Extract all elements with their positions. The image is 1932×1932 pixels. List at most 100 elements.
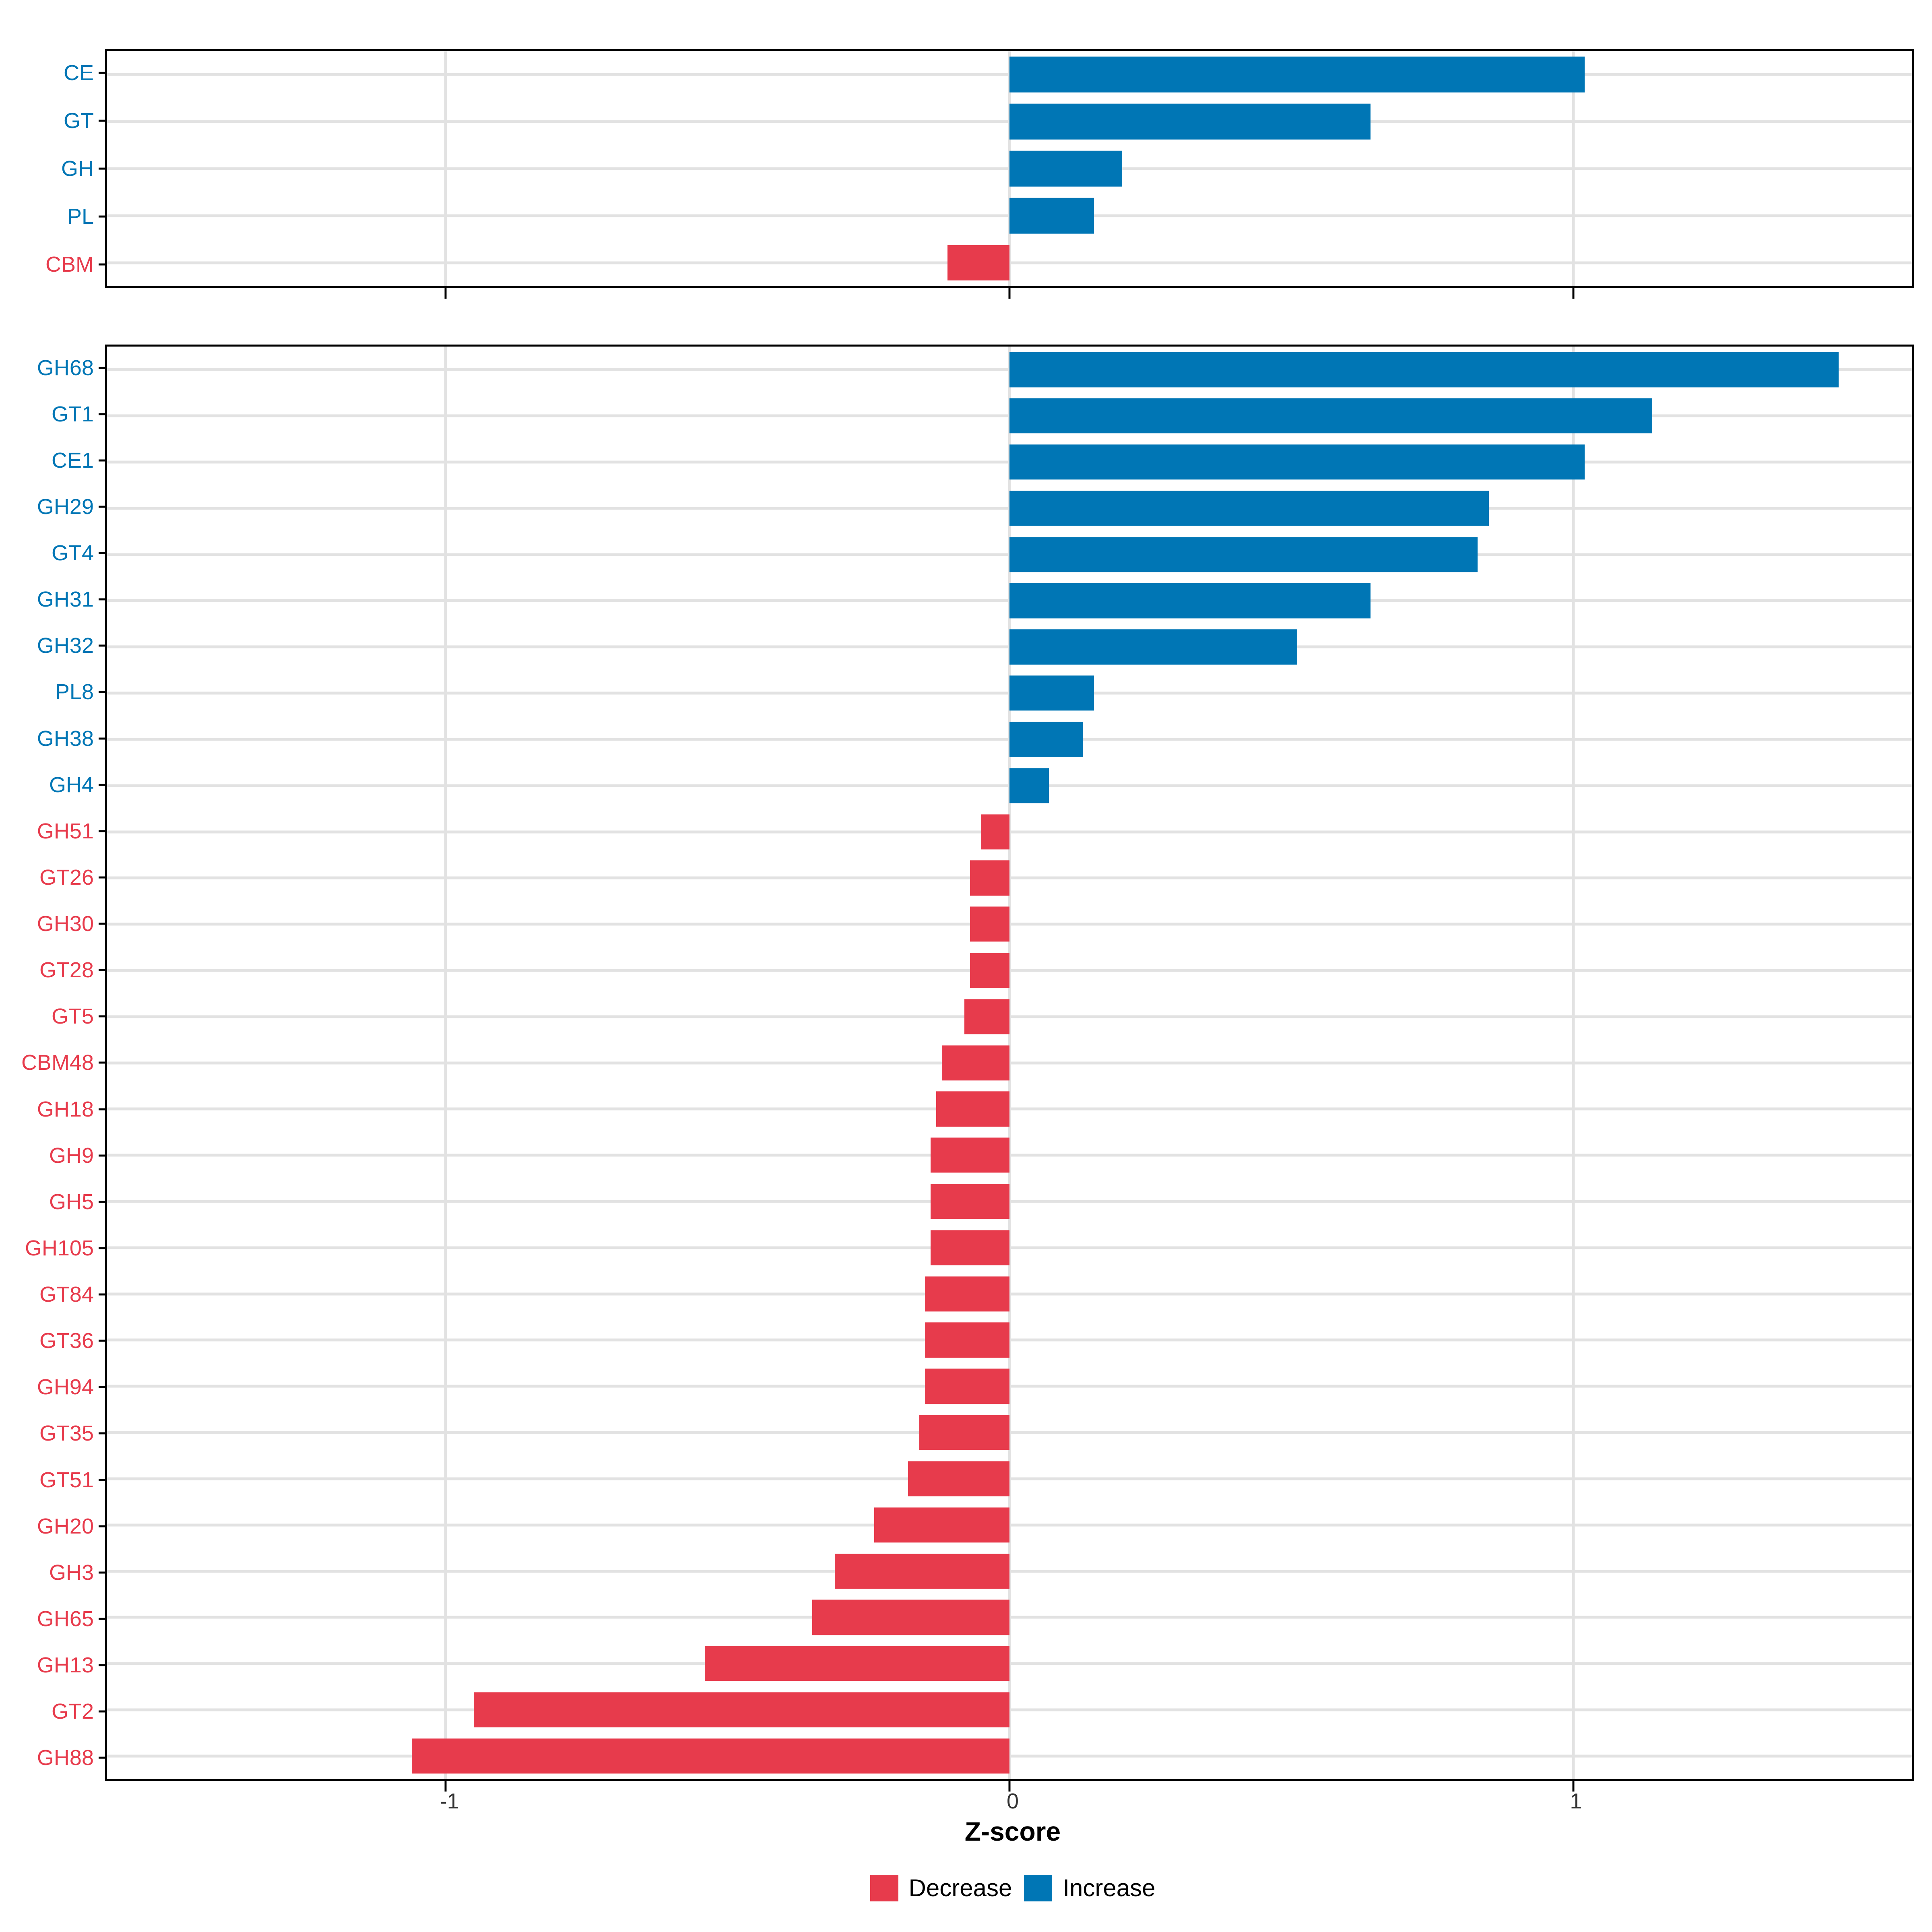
x-axis-tick [1008,1781,1011,1792]
horizontal-gridline [107,1523,1912,1527]
horizontal-gridline [107,1385,1912,1388]
plot-panel-classes [105,49,1914,299]
bar-gt2 [473,1692,1009,1728]
bar-gh94 [925,1368,1009,1404]
bar-row [107,578,1912,624]
y-axis-tick [99,1618,105,1620]
y-axis-tick-cell [99,437,105,483]
y-axis-label: PL8 [55,680,94,704]
y-axis-tick-cell [99,1642,105,1688]
y-axis-tick-cell [99,192,105,240]
y-axis-label: GH13 [37,1653,94,1678]
y-axis-tick [99,215,105,218]
y-axis-label: GH18 [37,1097,94,1121]
bar-gh105 [930,1230,1009,1265]
bar-row [107,1733,1912,1779]
y-axis-tick-cell [99,1318,105,1364]
y-axis-tick [99,1247,105,1249]
horizontal-gridline [107,1708,1912,1711]
y-axis-tick [99,1710,105,1713]
y-axis-tick [99,876,105,879]
y-axis-label: GH4 [49,772,94,797]
y-axis-tick [99,72,105,74]
horizontal-gridline [107,1292,1912,1296]
bar-gh31 [1009,583,1371,619]
legend-item-decrease: Decrease [870,1875,1012,1901]
bar-row [107,439,1912,485]
horizontal-gridline [107,1338,1912,1342]
plot-panel-families [105,345,1914,1792]
y-axis-tick-cell [99,715,105,762]
horizontal-gridline [107,261,1912,264]
panel-cazyme-families: GH68 GT1 CE1 GH29 GT4 GH31 GH32 PL8 GH38 GH4 GH51 G… [0,345,1932,1792]
y-axis-tick [99,1664,105,1666]
y-axis-ticks-families [99,345,105,1781]
bar-row [107,1317,1912,1363]
y-axis-label: CBM48 [21,1051,94,1075]
bar-rows-classes [107,51,1912,286]
y-axis-tick [99,367,105,369]
y-axis-tick [99,1293,105,1296]
y-axis-tick-cell [99,1364,105,1410]
bar-gh3 [834,1553,1009,1589]
legend-item-increase: Increase [1024,1875,1155,1901]
x-axis-tick-label: 1 [1570,1789,1582,1813]
bar-gt4 [1009,537,1478,572]
bar-row [107,670,1912,716]
y-axis-tick-cell [99,1040,105,1086]
y-axis-label: GT26 [39,865,94,890]
y-axis-tick [99,1757,105,1759]
y-axis-label: GH51 [37,819,94,843]
legend-label: Decrease [908,1874,1012,1901]
y-axis-tick [99,1201,105,1203]
y-axis-tick-cell [99,483,105,530]
horizontal-gridline [107,1107,1912,1110]
y-axis-tick [99,598,105,601]
y-axis-tick [99,784,105,786]
y-axis-tick-cell [99,1735,105,1781]
horizontal-gridline [107,1616,1912,1619]
y-axis-tick [99,969,105,971]
y-axis-tick [99,1571,105,1574]
bar-gh [1009,151,1123,187]
bar-row [107,98,1912,145]
bar-gh13 [705,1646,1009,1681]
y-axis-tick-cell [99,145,105,193]
y-axis-tick-cell [99,1503,105,1549]
bar-row [107,1363,1912,1410]
bar-row [107,1548,1912,1594]
y-axis-label: GH94 [37,1375,94,1399]
y-axis-ticks-classes [99,49,105,288]
y-axis-tick [99,459,105,462]
y-axis-tick-cell [99,576,105,623]
y-axis-tick [99,1432,105,1435]
y-axis-tick-cell [99,1271,105,1318]
y-axis-tick-cell [99,762,105,808]
y-axis-label: GT35 [39,1421,94,1446]
y-axis-label: GH29 [37,494,94,519]
y-axis-tick-cell [99,1086,105,1132]
y-axis-label: PL [67,204,94,229]
bar-gh29 [1009,491,1489,526]
bar-gh68 [1009,352,1839,388]
bar-gh9 [930,1137,1009,1173]
bar-cbm [947,245,1009,281]
y-axis-labels-families: GH68 GT1 CE1 GH29 GT4 GH31 GH32 PL8 GH38 GH4 GH51 G… [0,345,99,1781]
y-axis-tick-cell [99,947,105,993]
y-axis-tick [99,691,105,693]
y-axis-label: GH88 [37,1746,94,1770]
bar-gt1 [1009,398,1653,433]
y-axis-tick [99,1061,105,1064]
bar-gt5 [964,999,1009,1034]
horizontal-gridline [107,1246,1912,1249]
y-axis-label: GH3 [49,1560,94,1585]
bar-row [107,855,1912,901]
y-axis-tick [99,167,105,170]
bar-gh88 [411,1738,1009,1774]
bar-gh4 [1009,768,1049,803]
bar-row [107,1502,1912,1548]
y-axis-tick [99,120,105,122]
horizontal-gridline [107,1154,1912,1157]
bar-gt51 [908,1461,1009,1496]
